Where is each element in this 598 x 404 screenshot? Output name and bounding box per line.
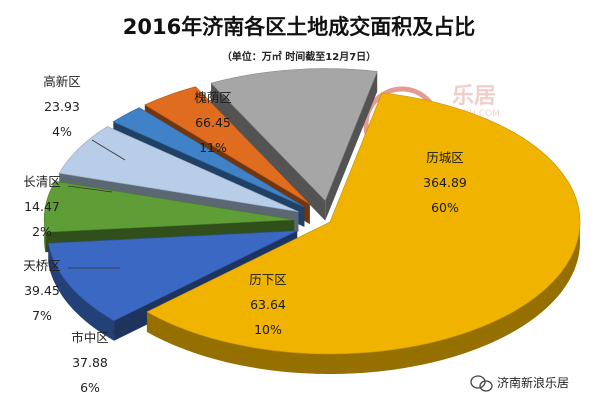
pie-slice-top-5	[144, 86, 310, 205]
wechat-icon	[470, 375, 493, 392]
slice-label-percent-2: 6%	[80, 380, 100, 395]
pie-slice-rim-2	[44, 213, 46, 253]
slice-label-value-0: 364.89	[423, 175, 467, 190]
pie-slice-wall-6-1	[325, 71, 378, 221]
leader-line-5	[91, 139, 126, 161]
slice-label-percent-6: 11%	[199, 140, 227, 155]
pie-slice-rim-1	[48, 244, 115, 341]
slice-label-name-3: 天桥区	[23, 258, 61, 273]
watermark-sub-top: LEJU.COM	[456, 109, 500, 119]
slice-label-percent-5: 4%	[52, 124, 72, 139]
pie-slice-top-4	[112, 107, 305, 208]
slice-label-value-1: 63.64	[250, 297, 286, 312]
footer-text: 济南新浪乐居	[497, 375, 569, 390]
slice-label-value-4: 14.47	[24, 199, 60, 214]
leader-line-4	[67, 185, 113, 193]
slice-label-value-5: 23.93	[44, 99, 80, 114]
pie-slice-top-6	[210, 68, 378, 202]
slice-label-name-2: 市中区	[71, 330, 109, 345]
slice-label-name-1: 历下区	[249, 272, 287, 287]
slice-label-name-5: 高新区	[43, 74, 81, 89]
slice-label-percent-0: 60%	[431, 200, 459, 215]
slice-labels: 历城区 364.89 60% 历下区 63.64 10% 市中区 37.88 6% 天桥区 39.4…	[23, 74, 467, 395]
pie-slice-top-3	[58, 126, 299, 212]
pie-slice-top-0	[146, 92, 581, 355]
slice-label-name-6: 槐荫区	[194, 90, 232, 105]
pie-slices	[43, 68, 581, 374]
slice-label-percent-3: 7%	[32, 308, 52, 323]
slice-label-value-2: 37.88	[72, 355, 108, 370]
slice-label-name-4: 长清区	[23, 174, 61, 189]
pie-slice-0	[146, 92, 581, 374]
leader-lines	[67, 139, 141, 333]
pie-slice-wall-6-0	[211, 83, 326, 221]
slice-label-value-6: 66.45	[195, 115, 231, 130]
slice-label-percent-4: 2%	[32, 224, 52, 239]
watermark-brand-top: 乐居	[452, 84, 496, 109]
pie-slice-rim-0	[147, 217, 581, 374]
slice-label-value-3: 39.45	[24, 283, 60, 298]
leader-line-2	[111, 317, 141, 333]
pie-slice-6	[210, 68, 378, 221]
slice-label-name-0: 历城区	[426, 150, 464, 165]
chart-title: 2016年济南各区土地成交面积及占比	[123, 15, 475, 39]
chart-subtitle: （单位：万㎡ 时间截至12月7日）	[222, 50, 376, 63]
slice-label-percent-1: 10%	[254, 322, 282, 337]
pie-slice-top-1	[47, 230, 298, 322]
pie-slice-top-2	[43, 181, 295, 233]
